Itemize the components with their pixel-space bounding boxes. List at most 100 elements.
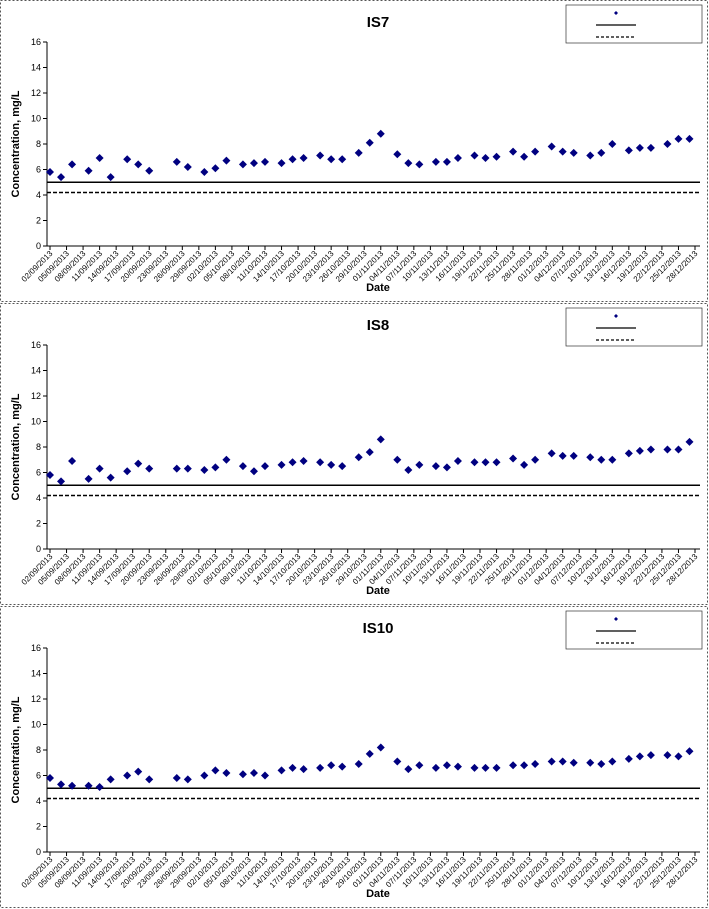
data-point: [624, 449, 633, 458]
data-point: [261, 462, 269, 471]
data-point: [376, 129, 385, 138]
data-point: [68, 457, 77, 466]
data-point: [531, 147, 540, 156]
data-point: [569, 148, 578, 157]
chart-panel: IS10 Concentration, mg/L Date 0 2 4 6 8 10 12 14 16…: [0, 606, 708, 908]
data-point: [674, 445, 683, 454]
y-tick-label: 2: [36, 519, 41, 529]
data-point: [509, 761, 518, 770]
y-tick-label: 6: [36, 771, 41, 781]
data-point: [327, 460, 336, 469]
y-tick-label: 10: [31, 417, 41, 427]
data-point: [95, 464, 104, 473]
data-point: [183, 464, 192, 473]
y-tick-label: 0: [36, 544, 41, 554]
panel-border: [0, 0, 708, 302]
y-tick-label: 8: [36, 745, 41, 755]
data-point: [106, 473, 115, 482]
data-point: [84, 166, 93, 175]
data-point: [327, 155, 336, 164]
data-point: [492, 763, 501, 772]
data-point: [558, 147, 567, 156]
y-tick-label: 12: [31, 88, 41, 98]
data-point: [624, 146, 633, 155]
data-point: [200, 465, 209, 474]
data-point: [635, 446, 644, 455]
data-point: [249, 159, 258, 168]
data-point: [288, 763, 297, 772]
data-point: [431, 157, 440, 166]
x-axis-label: Date: [366, 888, 390, 900]
data-point: [172, 157, 181, 166]
data-point: [261, 771, 269, 780]
data-point: [547, 449, 556, 458]
data-point: [509, 147, 518, 156]
data-point: [520, 761, 529, 770]
data-point: [663, 140, 672, 148]
data-point: [222, 455, 231, 464]
data-point: [365, 448, 374, 457]
y-tick-label: 4: [36, 796, 41, 806]
data-point: [415, 460, 424, 469]
data-point: [354, 453, 363, 462]
data-point: [123, 467, 132, 476]
data-point: [249, 467, 258, 476]
y-tick-label: 8: [36, 139, 41, 149]
data-point: [238, 770, 247, 779]
data-point: [442, 463, 451, 472]
y-tick-label: 16: [31, 37, 41, 47]
chart-title: IS7: [367, 14, 390, 31]
data-point: [183, 162, 192, 171]
data-point: [376, 743, 385, 752]
data-point: [547, 757, 556, 766]
data-point: [531, 760, 540, 769]
y-tick-label: 16: [31, 643, 41, 653]
x-axis-label: Date: [366, 585, 390, 597]
data-point: [288, 458, 297, 467]
data-point: [46, 471, 54, 480]
data-point: [481, 458, 490, 467]
data-point: [84, 474, 93, 483]
data-point: [531, 455, 540, 464]
y-tick-label: 0: [36, 847, 41, 857]
data-point: [685, 134, 694, 143]
data-point: [685, 437, 694, 446]
data-point: [211, 463, 220, 472]
data-point: [481, 763, 490, 772]
y-tick-label: 4: [36, 493, 41, 503]
x-axis-label: Date: [366, 282, 390, 294]
data-point: [646, 445, 655, 454]
data-point: [453, 762, 462, 771]
data-point: [597, 148, 606, 157]
y-tick-label: 14: [31, 669, 41, 679]
data-point: [222, 156, 231, 165]
data-point: [68, 781, 77, 790]
data-point: [635, 143, 644, 152]
y-tick-label: 12: [31, 694, 41, 704]
legend-marker: [614, 11, 618, 15]
y-tick-label: 4: [36, 190, 41, 200]
data-point: [261, 157, 269, 166]
data-point: [134, 160, 143, 169]
data-point: [183, 775, 192, 784]
data-point: [470, 763, 479, 772]
data-point: [685, 747, 694, 756]
data-point: [57, 173, 66, 182]
y-tick-label: 12: [31, 391, 41, 401]
data-point: [586, 151, 595, 160]
data-point: [393, 150, 402, 159]
data-point: [288, 155, 297, 164]
data-point: [84, 781, 93, 790]
data-point: [597, 760, 606, 769]
panel-border: [0, 606, 708, 908]
data-point: [520, 460, 529, 469]
data-point: [393, 757, 402, 766]
y-axis-label: Concentration, mg/L: [10, 393, 22, 500]
data-point: [558, 451, 567, 460]
data-point: [327, 761, 336, 770]
data-point: [646, 751, 655, 760]
data-point: [354, 148, 363, 157]
data-point: [376, 435, 385, 444]
